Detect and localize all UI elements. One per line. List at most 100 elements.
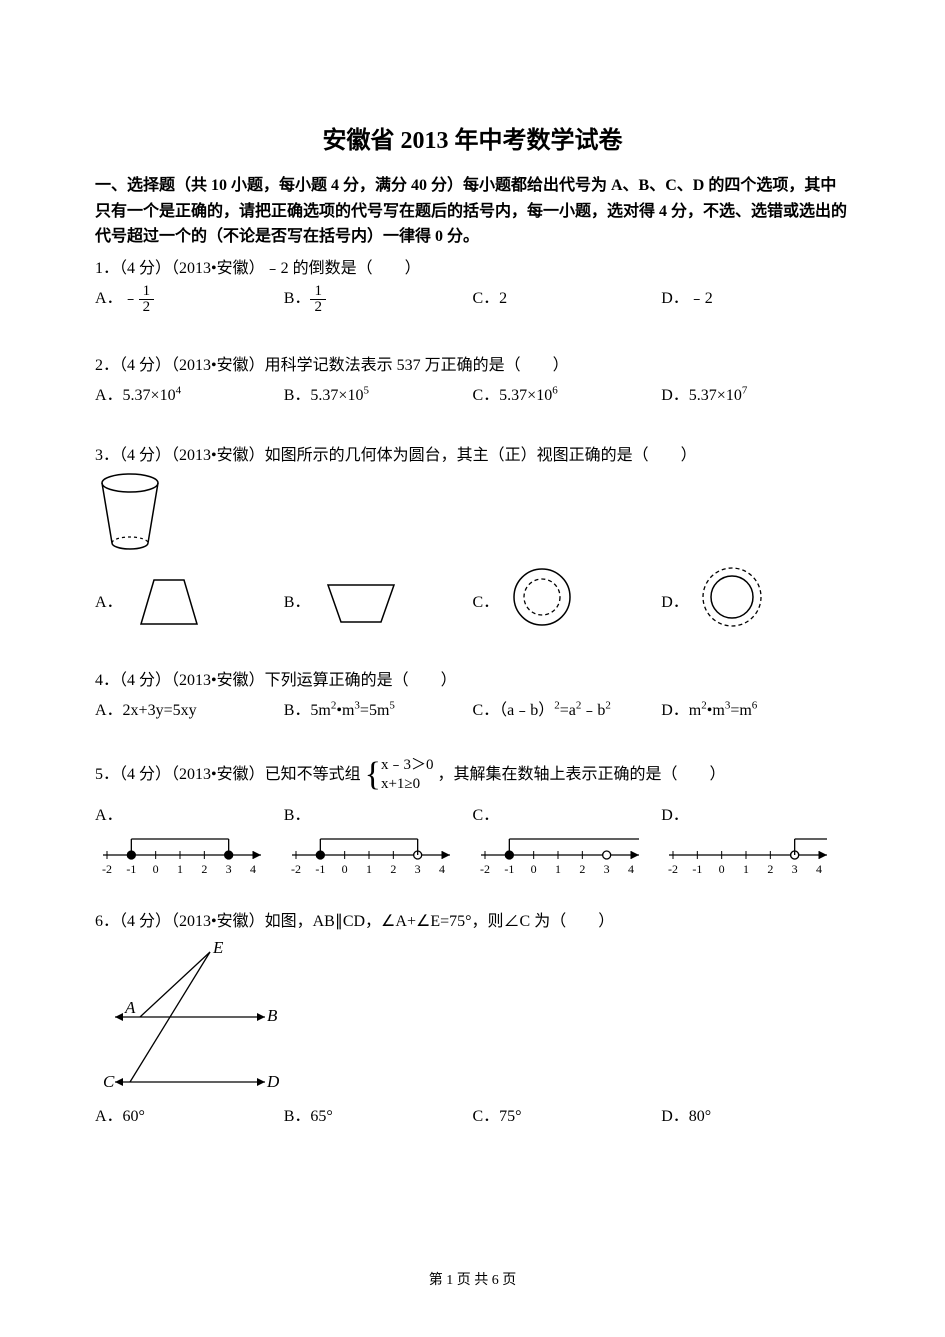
q3-option-d: D． <box>661 562 850 632</box>
eq-line-2: x+1≥0 <box>381 775 434 795</box>
svg-text:-1: -1 <box>504 862 514 876</box>
svg-text:2: 2 <box>390 862 396 876</box>
svg-text:0: 0 <box>153 862 159 876</box>
svg-text:0: 0 <box>341 862 347 876</box>
q2-options: A．5.37×104 B．5.37×105 C．5.37×106 D．5.37×… <box>95 381 850 405</box>
section-header: 一、选择题（共 10 小题，每小题 4 分，满分 40 分）每小题都给出代号为 … <box>95 173 850 250</box>
option-label: C． <box>473 588 500 612</box>
svg-text:3: 3 <box>414 862 420 876</box>
fraction: 1 2 <box>310 284 326 315</box>
q5-text: 5．（4 分）（2013•安徽）已知不等式组 { x﹣3＞0 x+1≥0 ，其解… <box>95 756 850 795</box>
q3-option-c: C． <box>473 562 662 632</box>
option-label: D． <box>661 807 689 824</box>
svg-text:1: 1 <box>555 862 561 876</box>
number-line-b-icon: -2 -1 0 1 2 3 4 <box>284 825 454 880</box>
q3-figure <box>95 471 850 556</box>
option-text: B．5m2•m3=5m5 <box>284 696 395 720</box>
svg-text:2: 2 <box>201 862 207 876</box>
number-line-d-icon: -2-101234 <box>661 825 831 880</box>
option-text: D．﹣2 <box>661 284 713 308</box>
negative-sign: ﹣ <box>123 284 139 308</box>
number-line-c-icon: -2-101234 <box>473 825 643 880</box>
svg-text:E: E <box>212 938 224 957</box>
question-4: 4．（4 分）（2013•安徽）下列运算正确的是（ ） A．2x+3y=5xy … <box>95 666 850 720</box>
frustum-icon <box>95 471 165 556</box>
option-text: A．60° <box>95 1102 145 1126</box>
q1-text: 1．（4 分）（2013•安徽）﹣2 的倒数是（ ） <box>95 254 850 278</box>
q1-options: A． ﹣ 1 2 B． 1 2 C．2 D．﹣2 <box>95 284 850 315</box>
q3-text: 3．（4 分）（2013•安徽）如图所示的几何体为圆台，其主（正）视图正确的是（… <box>95 441 850 465</box>
svg-text:2: 2 <box>579 862 585 876</box>
option-text: B．5.37×105 <box>284 381 369 405</box>
trapezoid-wide-top-icon <box>316 577 406 632</box>
svg-text:1: 1 <box>177 862 183 876</box>
q1-option-c: C．2 <box>473 284 662 315</box>
parallel-lines-diagram-icon: E A B C D <box>95 937 295 1097</box>
page-footer: 第 1 页 共 6 页 <box>0 1269 945 1289</box>
q1-option-b: B． 1 2 <box>284 284 473 315</box>
option-text: A．2x+3y=5xy <box>95 696 197 720</box>
concentric-circles-inner-dashed-icon <box>505 562 580 632</box>
option-text: C．（a﹣b）2=a2﹣b2 <box>473 696 611 720</box>
left-brace-icon: { <box>365 765 381 785</box>
question-3: 3．（4 分）（2013•安徽）如图所示的几何体为圆台，其主（正）视图正确的是（… <box>95 441 850 632</box>
q3-option-a: A． <box>95 572 284 632</box>
q2-option-a: A．5.37×104 <box>95 381 284 405</box>
denominator: 2 <box>310 300 326 315</box>
question-6: 6．（4 分）（2013•安徽）如图，AB∥CD，∠A+∠E=75°，则∠C 为… <box>95 907 850 1126</box>
svg-text:1: 1 <box>743 862 749 876</box>
trapezoid-narrow-top-icon <box>129 572 209 632</box>
option-label: B． <box>284 588 311 612</box>
numerator: 1 <box>310 284 326 300</box>
q4-option-d: D．m2•m3=m6 <box>661 696 850 720</box>
svg-text:-1: -1 <box>315 862 325 876</box>
q3-option-b: B． <box>284 577 473 632</box>
q4-option-a: A．2x+3y=5xy <box>95 696 284 720</box>
option-text: D．5.37×107 <box>661 381 747 405</box>
option-label: D． <box>661 588 689 612</box>
svg-text:-1: -1 <box>693 862 703 876</box>
option-label: B． <box>284 807 311 824</box>
svg-text:2: 2 <box>768 862 774 876</box>
q4-option-c: C．（a﹣b）2=a2﹣b2 <box>473 696 662 720</box>
q2-option-d: D．5.37×107 <box>661 381 850 405</box>
svg-text:0: 0 <box>530 862 536 876</box>
fraction: 1 2 <box>139 284 155 315</box>
q2-option-c: C．5.37×106 <box>473 381 662 405</box>
option-text: D．80° <box>661 1102 711 1126</box>
q5-option-a: A． -2-101234 <box>95 801 284 885</box>
numerator: 1 <box>139 284 155 300</box>
q5-option-c: C． -2-101234 <box>473 801 662 885</box>
svg-text:-2: -2 <box>668 862 678 876</box>
q2-option-b: B．5.37×105 <box>284 381 473 405</box>
option-text: C．75° <box>473 1102 522 1126</box>
option-label: B． <box>284 284 311 308</box>
q6-option-d: D．80° <box>661 1102 850 1126</box>
q6-options: A．60° B．65° C．75° D．80° <box>95 1102 850 1126</box>
svg-text:-2: -2 <box>102 862 112 876</box>
option-label: A． <box>95 807 123 824</box>
option-text: A．5.37×104 <box>95 381 181 405</box>
svg-text:1: 1 <box>366 862 372 876</box>
q6-text: 6．（4 分）（2013•安徽）如图，AB∥CD，∠A+∠E=75°，则∠C 为… <box>95 907 850 931</box>
q6-figure: E A B C D <box>95 937 850 1102</box>
q5-option-d: D． -2-101234 <box>661 801 850 885</box>
q6-option-c: C．75° <box>473 1102 662 1126</box>
svg-text:-2: -2 <box>291 862 301 876</box>
q6-option-b: B．65° <box>284 1102 473 1126</box>
option-text: C．2 <box>473 284 508 308</box>
q2-text: 2．（4 分）（2013•安徽）用科学记数法表示 537 万正确的是（ ） <box>95 351 850 375</box>
svg-text:4: 4 <box>439 862 445 876</box>
q6-option-a: A．60° <box>95 1102 284 1126</box>
concentric-circles-outer-dashed-icon <box>695 562 770 632</box>
eq-line-1: x﹣3＞0 <box>381 756 434 776</box>
svg-text:A: A <box>124 998 136 1017</box>
equation-group: { x﹣3＞0 x+1≥0 <box>365 756 434 795</box>
svg-text:4: 4 <box>250 862 256 876</box>
svg-text:4: 4 <box>816 862 822 876</box>
option-label: C． <box>473 807 500 824</box>
svg-text:C: C <box>103 1072 115 1091</box>
q4-options: A．2x+3y=5xy B．5m2•m3=5m5 C．（a﹣b）2=a2﹣b2 … <box>95 696 850 720</box>
svg-text:3: 3 <box>792 862 798 876</box>
question-5: 5．（4 分）（2013•安徽）已知不等式组 { x﹣3＞0 x+1≥0 ，其解… <box>95 756 850 885</box>
